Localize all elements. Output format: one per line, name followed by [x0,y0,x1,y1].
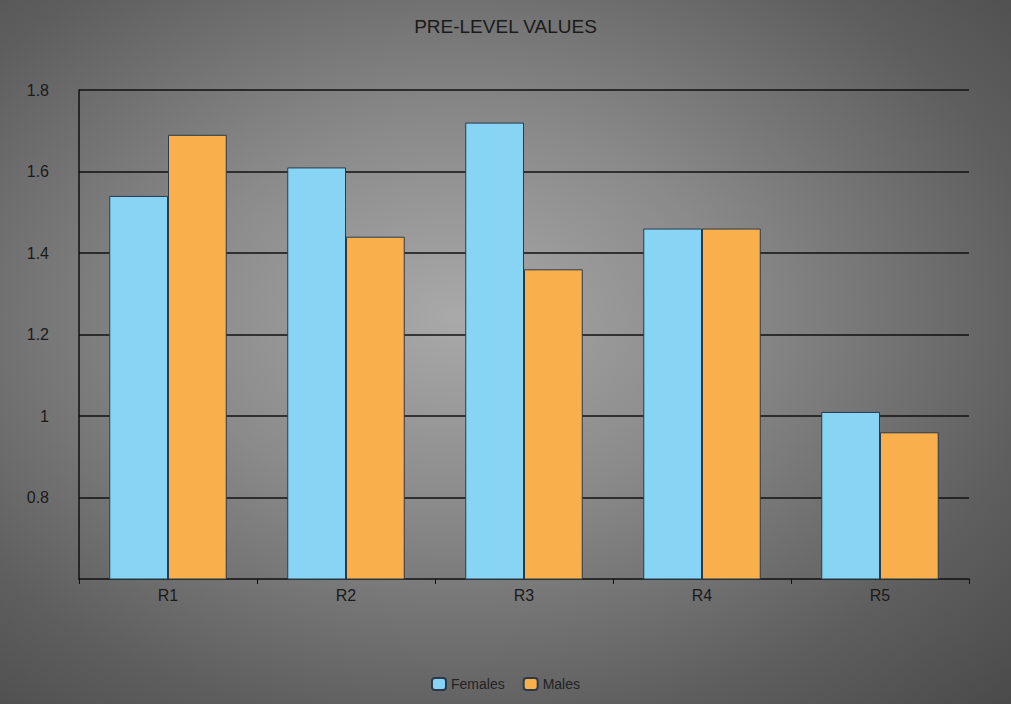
svg-text:PRE-LEVEL VALUES: PRE-LEVEL VALUES [414,16,597,37]
svg-text:Males: Males [543,676,580,692]
svg-text:1.8: 1.8 [27,82,49,99]
svg-text:1: 1 [40,408,49,425]
svg-text:1.2: 1.2 [27,326,49,343]
svg-text:1.6: 1.6 [27,163,49,180]
svg-text:Females: Females [451,676,505,692]
svg-text:1.4: 1.4 [27,245,49,262]
svg-text:R1: R1 [158,587,179,604]
svg-text:R4: R4 [692,587,713,604]
svg-text:R3: R3 [514,587,535,604]
svg-text:R2: R2 [336,587,357,604]
svg-text:R5: R5 [870,587,891,604]
svg-text:0.8: 0.8 [27,489,49,506]
